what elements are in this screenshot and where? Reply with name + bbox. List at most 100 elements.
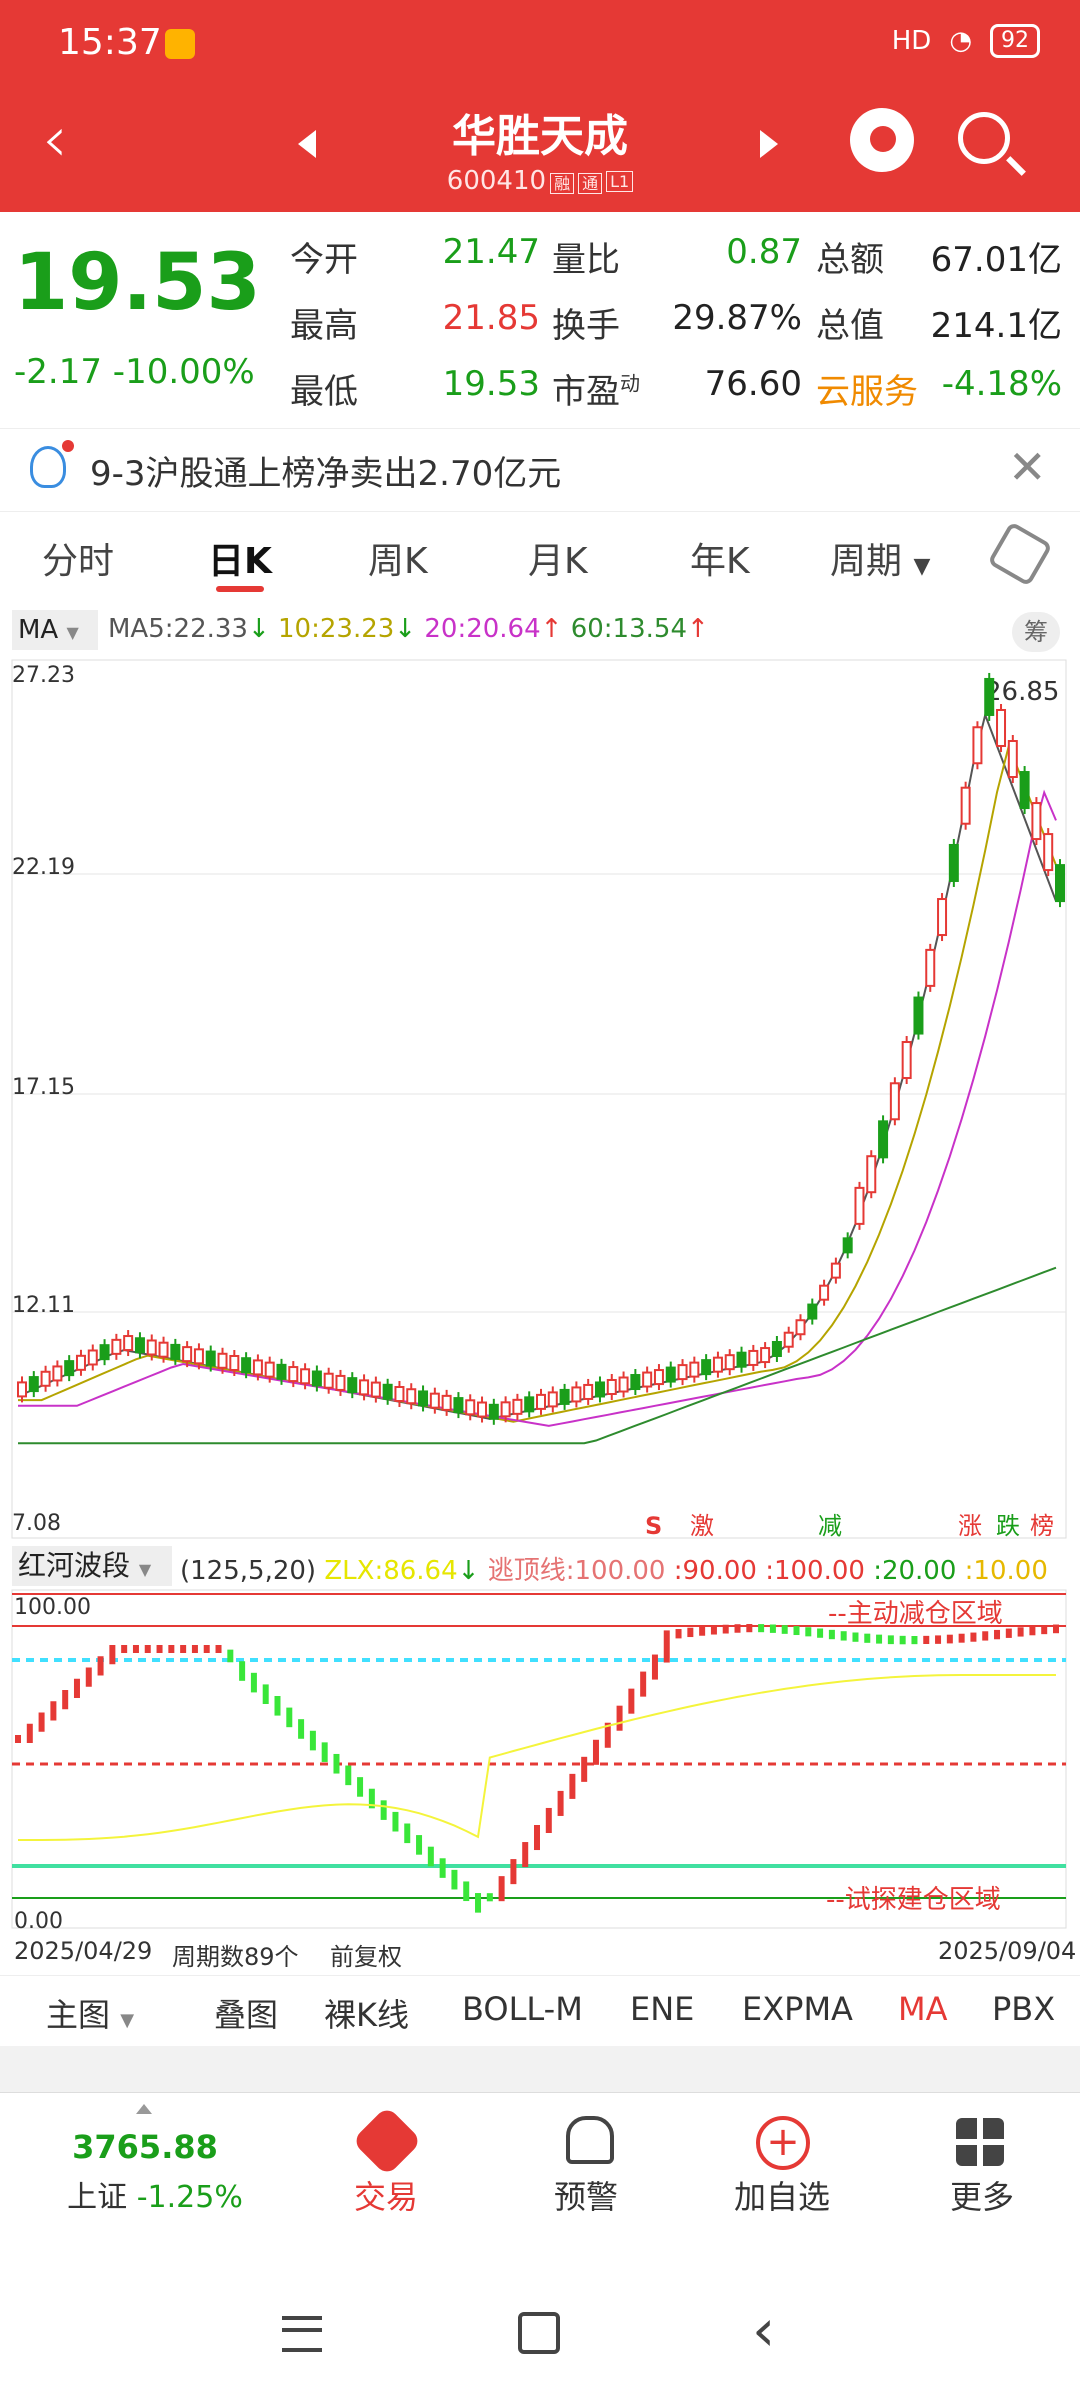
nav-more[interactable]: 更多 [949,2178,1014,2216]
change-value: -2.17 [14,352,102,392]
notice-text[interactable]: 9-3沪股通上榜净卖出2.70亿元 [90,454,562,494]
mark-zhang: 涨 [958,1512,982,1540]
indicator-bar [675,1629,682,1639]
prev-stock-icon[interactable] [298,130,316,158]
indicator-90: :90.00 [673,1556,757,1586]
ma60-value: 60:13.54 [570,614,687,644]
indicator-bar [109,1645,116,1665]
next-stock-icon[interactable] [760,130,778,158]
candle-body [630,1374,641,1391]
tool-main-chart[interactable]: 主图 ▼ [46,1990,134,2036]
indicator-values: (125,5,20) ZLX:86.64↓ 逃顶线:100.00 :90.00 … [180,1550,1048,1587]
candle-body [1019,771,1030,810]
indicator-bar [651,1654,658,1680]
chevron-down-icon: ▼ [913,554,931,579]
ma10-line [18,742,1057,1423]
candle-body [241,1357,252,1374]
tab-daily-k[interactable]: 日K [208,541,272,582]
index-value[interactable]: 3765.88 [72,2128,218,2166]
indicator-bar [781,1625,788,1634]
candle-body [536,1393,546,1410]
ma5-value: MA5:22.33 [108,614,248,644]
settings-icon[interactable] [987,521,1053,587]
menu-icon[interactable] [282,2316,322,2352]
value-low: 19.53 [442,364,540,404]
bell-icon[interactable] [566,2116,614,2164]
indicator-bar [722,1624,729,1634]
candle-body [807,1303,818,1320]
tool-bare-k[interactable]: 裸K线 [324,1996,409,2034]
candle-body [984,677,995,716]
tab-underline [216,586,264,592]
back-icon[interactable]: ‹ [42,103,68,177]
indicator-bar [345,1765,352,1786]
indicator-bar [958,1633,965,1643]
y-tick-0: 27.23 [12,663,75,688]
current-price: 19.53 [14,238,261,328]
label-sector[interactable]: 云服务 [816,372,918,412]
candle-body [193,1348,204,1365]
home-icon[interactable] [518,2312,560,2354]
tool-expma[interactable]: EXPMA [742,1990,853,2028]
search-icon[interactable] [958,112,1010,164]
add-icon[interactable]: + [756,2116,810,2170]
ma20-line [18,789,1057,1427]
close-icon[interactable]: ✕ [1008,440,1047,494]
candle-body [40,1370,51,1387]
chip-button[interactable]: 筹 [1012,612,1060,652]
candle-body [783,1331,794,1348]
chevron-down-icon: ▼ [138,1560,152,1579]
index-sub[interactable]: 上证 -1.25% [50,2172,260,2216]
candle-body [418,1390,429,1407]
candle-body [583,1383,594,1400]
indicator-bar [994,1629,1001,1640]
pe-sup: 动 [620,371,640,396]
change-percent: -10.00% [112,352,255,392]
indicator-bar [522,1842,529,1868]
tab-intraday[interactable]: 分时 [42,541,115,582]
end-date: 2025/09/04 [938,1937,1077,1965]
tool-ma[interactable]: MA [898,1990,948,2028]
kline-chart[interactable]: 27.23 22.19 17.15 12.11 7.08 26.85 S 激 减… [0,655,1080,1955]
indicator-bar [404,1823,411,1844]
mascot-icon[interactable] [850,108,914,172]
adjust-mode[interactable]: 前复权 [330,1943,402,1971]
indicator-bar [852,1632,859,1642]
tool-boll[interactable]: BOLL-M [462,1990,583,2028]
tool-ene[interactable]: ENE [630,1990,695,2028]
indicator-bar [840,1631,847,1641]
tag-tong: 通 [578,172,603,194]
candle-body [217,1352,228,1369]
tab-period[interactable]: 周期 ▼ [830,532,930,584]
indicator-selector[interactable]: 红河波段 ▼ [12,1546,172,1586]
chevron-down-icon: ▼ [120,2010,135,2031]
nav-trade[interactable]: 交易 [353,2178,418,2216]
indicator-bar [486,1893,493,1902]
pe-text: 市盈 [552,372,620,412]
tab-yearly-k[interactable]: 年K [690,541,750,582]
ind-bottom-label: 0.00 [14,1909,63,1934]
candle-body [512,1398,523,1415]
indicator-bar [309,1730,316,1751]
tab-period-label: 周期 [830,541,903,582]
tool-pbx[interactable]: PBX [992,1990,1056,2028]
tool-main-label: 主图 [46,1996,111,2034]
tool-overlay[interactable]: 叠图 [214,1996,279,2034]
candle-body [937,898,948,937]
nav-alert[interactable]: 预警 [553,2178,618,2216]
y-tick-2: 17.15 [12,1075,75,1100]
grid-icon[interactable] [956,2118,1004,2166]
candle-body [28,1376,39,1393]
indicator-bar [828,1629,835,1640]
start-date: 2025/04/29 [14,1937,153,1965]
ma-selector[interactable]: MA ▼ [12,610,98,650]
indicator-grid [11,1589,1067,1929]
notice-bar[interactable] [0,428,1080,512]
y-tick-4: 7.08 [12,1511,61,1536]
tab-monthly-k[interactable]: 月K [528,541,588,582]
indicator-bar [592,1739,599,1765]
tab-weekly-k[interactable]: 周K [368,541,428,582]
nav-add-watch[interactable]: 加自选 [733,2178,830,2216]
indicator-bar [132,1645,139,1653]
back-nav-icon[interactable]: ‹ [752,2296,776,2364]
